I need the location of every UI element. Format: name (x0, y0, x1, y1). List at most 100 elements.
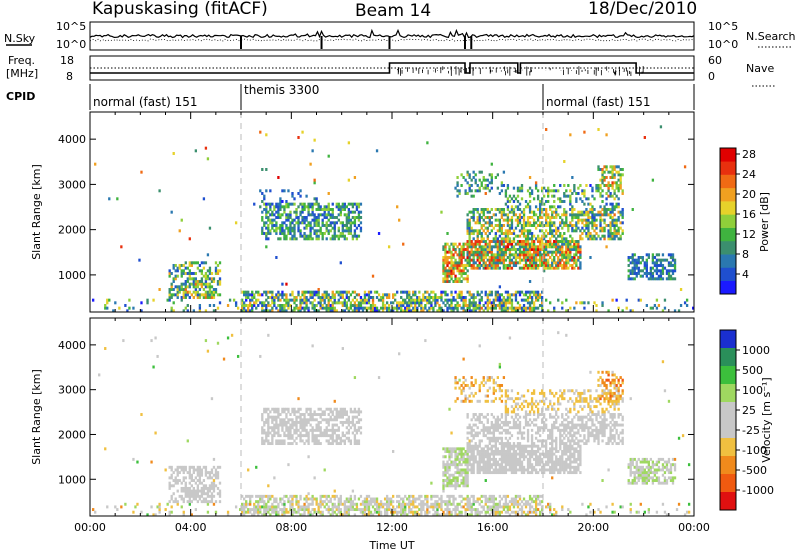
scatter-cell (387, 508, 391, 512)
scatter-cell (327, 418, 330, 422)
velocity-scatter-cells (92, 331, 691, 517)
scatter-cell (534, 181, 538, 185)
scatter-cell (498, 226, 502, 230)
scatter-cell (271, 428, 274, 432)
scatter-cell (178, 465, 181, 469)
scatter-cell (331, 304, 334, 307)
scatter-cell (392, 293, 395, 297)
scatter-cell (422, 306, 425, 310)
scatter-cell (458, 242, 461, 246)
scatter-cell (631, 272, 634, 275)
scatter-cell (321, 494, 324, 498)
scatter-cell (345, 505, 348, 509)
scatter-cell (329, 216, 332, 219)
scatter-cell (291, 500, 294, 504)
scatter-cell (438, 497, 441, 501)
scatter-cell (444, 298, 447, 302)
scatter-cell (557, 258, 560, 262)
scatter-cell (331, 309, 334, 313)
scatter-cell (424, 304, 427, 307)
scatter-cell (353, 407, 357, 411)
scatter-cell (402, 505, 405, 509)
scatter-cell (484, 178, 487, 182)
scatter-cell (428, 293, 431, 297)
scatter-cell (210, 468, 214, 472)
scatter-cell (462, 250, 465, 254)
scatter-cell (446, 502, 449, 506)
scatter-cell (508, 256, 512, 259)
scatter-cell (545, 234, 548, 238)
scatter-cell (406, 290, 409, 294)
scatter-cell (253, 296, 256, 299)
scatter-cell (484, 290, 487, 294)
scatter-cell (484, 301, 487, 305)
scatter-cell (307, 221, 310, 225)
scatter-cell (506, 216, 510, 219)
scatter-cell (335, 205, 338, 209)
scatter-cell (466, 224, 469, 227)
scatter-cell (462, 357, 465, 361)
scatter-cell (327, 213, 330, 217)
scatter-cell (651, 253, 655, 257)
scatter-cell (247, 293, 250, 297)
scatter-cell (440, 500, 443, 504)
scatter-cell (478, 304, 481, 307)
scatter-cell (430, 306, 433, 310)
scatter-cell (663, 258, 667, 262)
scatter-cell (347, 418, 351, 422)
scatter-cell (647, 277, 650, 281)
scatter-cell (569, 197, 572, 201)
scatter-cell (569, 189, 572, 193)
scatter-cell (589, 232, 592, 235)
scatter-cell (375, 510, 379, 514)
scatter-cell (424, 339, 427, 343)
scatter-cell (553, 210, 556, 214)
scatter-cell (488, 210, 491, 214)
scatter-cell (408, 309, 411, 313)
scatter-cell (516, 216, 520, 219)
scatter-cell (198, 465, 202, 469)
scatter-cell (585, 208, 588, 211)
scatter-cell (253, 304, 256, 307)
scatter-cell (468, 309, 471, 313)
scatter-cell (448, 481, 451, 485)
scatter-cell (651, 261, 655, 265)
scatter-cell (478, 463, 481, 467)
scatter-cell (305, 418, 308, 422)
scatter-cell (464, 394, 467, 398)
scatter-cell (343, 407, 346, 411)
scatter-cell (532, 240, 536, 243)
scatter-cell (516, 240, 520, 243)
scatter-cell (279, 500, 282, 504)
scatter-cell (267, 333, 270, 337)
scatter-cell (534, 253, 538, 257)
scatter-cell (595, 184, 598, 187)
scatter-cell (547, 186, 550, 190)
scatter-cell (305, 434, 308, 438)
scatter-cell (659, 258, 663, 262)
scatter-cell (540, 309, 544, 313)
scatter-cell (603, 170, 606, 174)
scatter-cell (508, 229, 512, 233)
scatter-cell (341, 309, 344, 313)
scatter-cell (309, 293, 312, 297)
scatter-cell (474, 301, 477, 305)
scatter-cell (551, 216, 554, 219)
scatter-cell (569, 256, 572, 259)
scatter-cell (538, 237, 542, 241)
scatter-cell (265, 216, 268, 219)
scatter-cell (369, 296, 373, 299)
scatter-cell (470, 452, 473, 456)
scatter-cell (561, 306, 564, 310)
scatter-cell (363, 293, 367, 297)
scatter-cell (468, 229, 471, 233)
scatter-cell (486, 250, 489, 254)
scatter-cell (563, 264, 566, 267)
scatter-cell (609, 210, 612, 214)
scatter-cell (438, 513, 441, 517)
scatter-cell (512, 253, 516, 257)
scatter-cell (508, 210, 512, 214)
scatter-cell (587, 218, 590, 222)
scatter-cell (496, 296, 499, 299)
scatter-cell (347, 497, 351, 501)
